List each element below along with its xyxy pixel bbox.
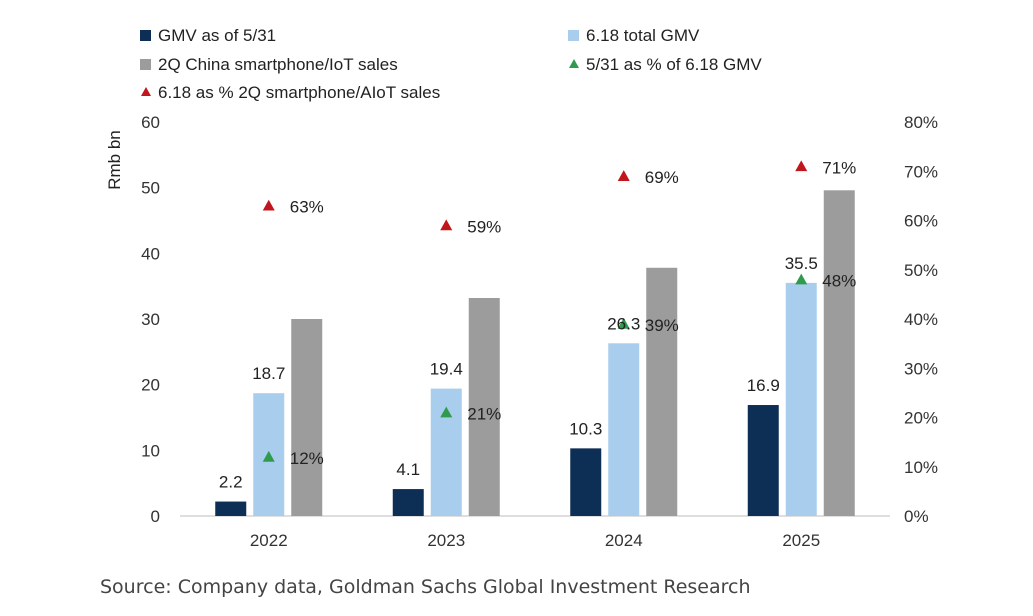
marker-point — [617, 317, 630, 329]
bar — [747, 405, 779, 516]
bar-label: 4.1 — [396, 460, 420, 479]
y2-tick-label: 40% — [904, 310, 938, 329]
marker-point — [440, 406, 453, 418]
bar — [570, 448, 602, 516]
marker-point — [262, 450, 275, 462]
y-tick-label: 60 — [141, 113, 160, 132]
bar — [785, 282, 817, 516]
marker-label: 59% — [467, 217, 501, 236]
y-tick-label: 40 — [141, 244, 160, 263]
bar — [392, 489, 424, 516]
y2-tick-label: 10% — [904, 458, 938, 477]
bar — [608, 343, 640, 516]
source-note: Source: Company data, Goldman Sachs Glob… — [100, 576, 751, 598]
bar-label: 19.4 — [430, 360, 463, 379]
data-labels: 2.2 18.7 12% 63% 4.1 19.4 21% 59% 10.3 26.3 39% 69%… — [219, 158, 856, 491]
y-tick-label: 30 — [141, 310, 160, 329]
marker-label: 48% — [822, 272, 856, 291]
y-tick-label: 10 — [141, 441, 160, 460]
x-tick-label: 2025 — [782, 531, 820, 550]
legend-swatch — [568, 30, 579, 41]
bar — [646, 267, 678, 516]
marker-label: 12% — [290, 449, 324, 468]
marker-label: 21% — [467, 405, 501, 424]
y-tick-label: 20 — [141, 376, 160, 395]
bar — [215, 501, 247, 516]
axes: 0 10 20 30 40 50 60 0% 10% 20% 30% 40% 50% 60% 70% 80% R… — [105, 113, 938, 550]
bar-label: 16.9 — [747, 376, 780, 395]
legend-marker — [569, 59, 579, 68]
bar-label: 10.3 — [569, 419, 602, 438]
marker-label: 69% — [645, 168, 679, 187]
marker-point — [262, 199, 275, 211]
bar-label: 26.3 — [607, 314, 640, 333]
legend-label: GMV as of 5/31 — [158, 26, 276, 45]
marker-label: 71% — [822, 158, 856, 177]
bar-label: 35.5 — [785, 254, 818, 273]
marker-point — [795, 273, 808, 285]
x-tick-label: 2022 — [250, 531, 288, 550]
bar — [468, 297, 500, 516]
marker-label: 39% — [645, 316, 679, 335]
markers — [262, 160, 808, 462]
marker-point — [795, 160, 808, 172]
y-tick-label: 0 — [151, 507, 160, 526]
legend-label: 2Q China smartphone/IoT sales — [158, 55, 398, 74]
legend-swatch — [140, 59, 151, 70]
legend-swatch — [140, 30, 151, 41]
x-tick-label: 2024 — [605, 531, 643, 550]
y2-tick-label: 80% — [904, 113, 938, 132]
y2-tick-label: 20% — [904, 409, 938, 428]
y2-tick-label: 0% — [904, 507, 929, 526]
bar-label: 18.7 — [252, 364, 285, 383]
y-tick-label: 50 — [141, 179, 160, 198]
y2-tick-label: 50% — [904, 261, 938, 280]
marker-label: 63% — [290, 198, 324, 217]
legend-marker — [141, 87, 151, 96]
y2-tick-label: 60% — [904, 212, 938, 231]
legend: GMV as of 5/31 6.18 total GMV 2Q China sma… — [140, 26, 762, 102]
legend-label: 5/31 as % of 6.18 GMV — [586, 55, 762, 74]
legend-label: 6.18 total GMV — [586, 26, 700, 45]
legend-label: 6.18 as % 2Q smartphone/AIoT sales — [158, 83, 440, 102]
y2-tick-label: 30% — [904, 359, 938, 378]
y-axis-label: Rmb bn — [105, 130, 124, 190]
bar — [823, 190, 855, 516]
marker-point — [617, 170, 630, 181]
x-tick-label: 2023 — [427, 531, 465, 550]
marker-point — [440, 219, 453, 231]
y2-tick-label: 70% — [904, 162, 938, 181]
bar — [291, 319, 323, 516]
bar-label: 2.2 — [219, 473, 243, 492]
